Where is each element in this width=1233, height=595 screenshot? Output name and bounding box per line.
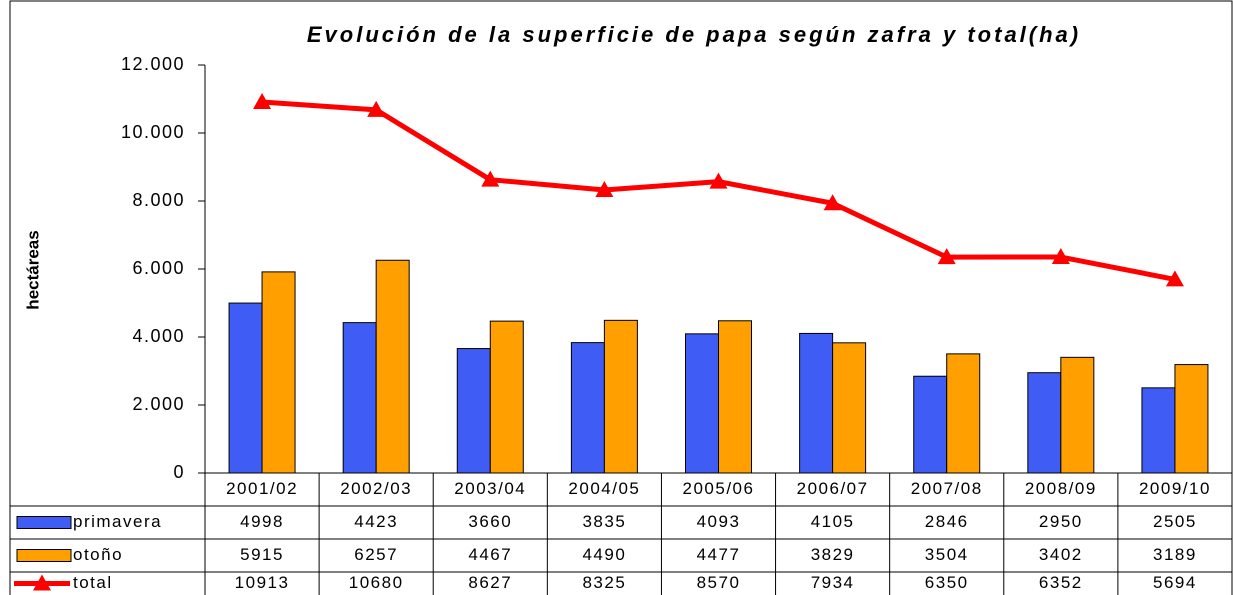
- table-value: 4998: [240, 512, 284, 531]
- x-tick-label: 2003/04: [454, 479, 526, 498]
- table-value: 3660: [468, 512, 512, 531]
- table-value: 4423: [354, 512, 398, 531]
- x-tick-label: 2004/05: [568, 479, 640, 498]
- y-tick-label: 0: [173, 462, 185, 482]
- bar: [342, 322, 377, 474]
- bar: [685, 333, 719, 474]
- table-value: 6352: [1039, 573, 1083, 592]
- table-value: 10913: [235, 573, 290, 592]
- table-value: 8325: [582, 573, 626, 592]
- y-tick-label: 4.000: [132, 326, 185, 346]
- table-value: 3402: [1039, 545, 1083, 564]
- line-marker: [367, 100, 386, 117]
- x-tick-label: 2006/07: [797, 479, 869, 498]
- bar: [261, 271, 296, 474]
- x-tick-label: 2007/08: [911, 479, 983, 498]
- bar: [1027, 372, 1062, 474]
- y-tick-label: 6.000: [132, 258, 185, 278]
- table-value: 10680: [349, 573, 404, 592]
- legend-marker: [33, 574, 51, 591]
- legend-label: otoño: [73, 545, 123, 564]
- table-value: 4467: [468, 545, 512, 564]
- chart-frame: [9, 0, 1233, 595]
- bar: [603, 319, 638, 474]
- table-value: 3504: [925, 545, 969, 564]
- table-value: 2505: [1153, 512, 1197, 531]
- bar: [228, 302, 263, 474]
- line-marker: [1165, 270, 1184, 287]
- table-value: 3189: [1153, 545, 1197, 564]
- x-tick-label: 2008/09: [1025, 479, 1097, 498]
- y-tick-label: 8.000: [132, 190, 185, 210]
- line-marker: [823, 194, 842, 211]
- legend-swatch: [16, 516, 72, 529]
- y-tick-label: 12.000: [121, 54, 185, 74]
- y-axis-label: hectáreas: [23, 230, 42, 309]
- table-value: 4093: [697, 512, 741, 531]
- line-marker: [709, 172, 728, 189]
- bar: [799, 332, 834, 474]
- x-tick-label: 2009/10: [1139, 479, 1211, 498]
- line-marker: [1051, 248, 1070, 265]
- table-value: 3829: [811, 545, 855, 564]
- line-marker: [937, 248, 956, 265]
- chart-title: Evolución de la superficie de papa según…: [307, 22, 1081, 47]
- y-tick-label: 2.000: [132, 394, 185, 414]
- table-value: 5694: [1153, 573, 1197, 592]
- line-marker: [595, 180, 614, 197]
- legend-label: total: [73, 573, 113, 592]
- x-tick-label: 2002/03: [340, 479, 412, 498]
- table-value: 8570: [697, 573, 741, 592]
- bar: [946, 353, 981, 474]
- bar: [456, 348, 491, 474]
- bar: [913, 375, 948, 474]
- line-marker: [481, 170, 500, 187]
- bar: [1060, 356, 1095, 474]
- table-value: 2846: [925, 512, 969, 531]
- x-tick-label: 2005/06: [683, 479, 755, 498]
- table-value: 7934: [811, 573, 855, 592]
- y-tick-label: 10.000: [121, 122, 185, 142]
- bar: [832, 342, 867, 474]
- x-tick-label: 2001/02: [226, 479, 298, 498]
- legend-swatch: [16, 549, 72, 562]
- table-value: 2950: [1039, 512, 1083, 531]
- table-value: 4490: [582, 545, 626, 564]
- line-marker: [253, 92, 272, 109]
- table-value: 3835: [582, 512, 626, 531]
- table-value: 4477: [697, 545, 741, 564]
- table-value: 5915: [240, 545, 284, 564]
- bar: [1141, 387, 1176, 474]
- table-value: 8627: [468, 573, 512, 592]
- bar: [718, 320, 752, 474]
- legend-label: primavera: [73, 512, 162, 531]
- bar: [489, 320, 524, 474]
- bar: [1174, 364, 1209, 474]
- table-value: 6350: [925, 573, 969, 592]
- bar: [570, 342, 605, 474]
- table-value: 6257: [354, 545, 398, 564]
- table-value: 4105: [811, 512, 855, 531]
- bar: [375, 259, 410, 474]
